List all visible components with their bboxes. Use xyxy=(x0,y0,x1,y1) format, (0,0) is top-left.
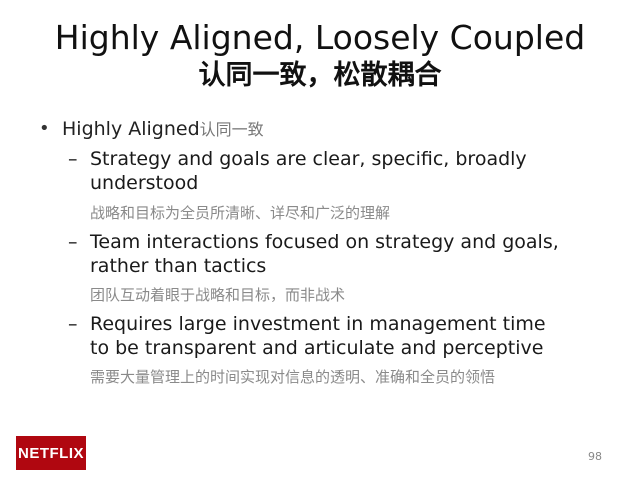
bullet-icon: • xyxy=(39,118,50,139)
sub-point-1-line1: Strategy and goals are clear, specific, … xyxy=(90,148,527,170)
sub-point-2-zh: 团队互动着眼于战略和目标，而非战术 xyxy=(90,286,346,304)
sub-point-3-line1: Requires large investment in management … xyxy=(90,313,546,335)
sub-point-1-line2: understood xyxy=(90,172,199,194)
slide-title-zh: 认同一致，松散耦合 xyxy=(198,60,442,91)
sub-point-1: Strategy and goals are clear, specific, … xyxy=(90,147,610,195)
netflix-logo: NETFLIX xyxy=(16,436,86,470)
bullet-main-en: Highly Aligned xyxy=(62,118,200,140)
sub-point-2: Team interactions focused on strategy an… xyxy=(90,230,610,278)
dash-icon: – xyxy=(68,313,78,335)
netflix-logo-text: NETFLIX xyxy=(18,444,84,462)
sub-point-2-line2: rather than tactics xyxy=(90,255,267,277)
page-number: 98 xyxy=(588,450,602,463)
bullet-main-zh: 认同一致 xyxy=(199,120,264,139)
sub-point-1-zh: 战略和目标为全员所清晰、详尽和广泛的理解 xyxy=(90,204,391,222)
sub-point-3-zh: 需要大量管理上的时间实现对信息的透明、准确和全员的领悟 xyxy=(90,368,496,386)
sub-point-3-line2: to be transparent and articulate and per… xyxy=(90,337,544,359)
sub-point-2-line1: Team interactions focused on strategy an… xyxy=(90,231,559,253)
slide-title-en: Highly Aligned, Loosely Coupled xyxy=(54,18,586,57)
bullet-main: Highly Aligned认同一致 xyxy=(62,116,264,143)
dash-icon: – xyxy=(68,148,78,170)
dash-icon: – xyxy=(68,231,78,253)
sub-point-3: Requires large investment in management … xyxy=(90,312,610,360)
